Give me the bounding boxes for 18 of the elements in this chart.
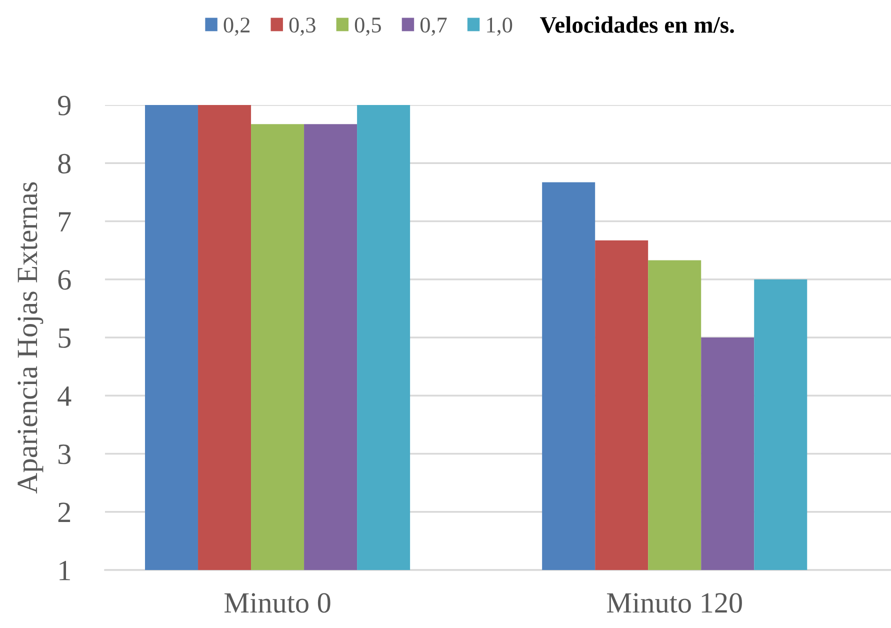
x-tick-label: Minuto 0 xyxy=(224,593,330,613)
y-tick-label: 1 xyxy=(60,560,70,580)
y-tick-label: 3 xyxy=(58,444,71,464)
legend-label: 0,2 xyxy=(224,18,250,36)
legend-label: 0,7 xyxy=(420,18,447,36)
y-tick-label: 5 xyxy=(58,328,71,348)
legend-title: Velocidades en m/s. xyxy=(540,16,734,34)
legend-label: 1,0 xyxy=(487,18,512,36)
legend-label: 0,5 xyxy=(354,18,381,36)
y-axis-title: Apariencia Hojas Externas xyxy=(18,182,44,494)
y-tick-label: 9 xyxy=(58,96,70,116)
y-tick-label: 8 xyxy=(58,154,71,174)
y-tick-label: 6 xyxy=(58,270,71,290)
x-tick-label: Minuto 120 xyxy=(606,593,742,613)
legend-label: 0,3 xyxy=(289,18,316,36)
y-tick-label: 4 xyxy=(58,386,72,406)
y-tick-label: 7 xyxy=(59,212,71,232)
y-tick-label: 2 xyxy=(58,502,70,522)
